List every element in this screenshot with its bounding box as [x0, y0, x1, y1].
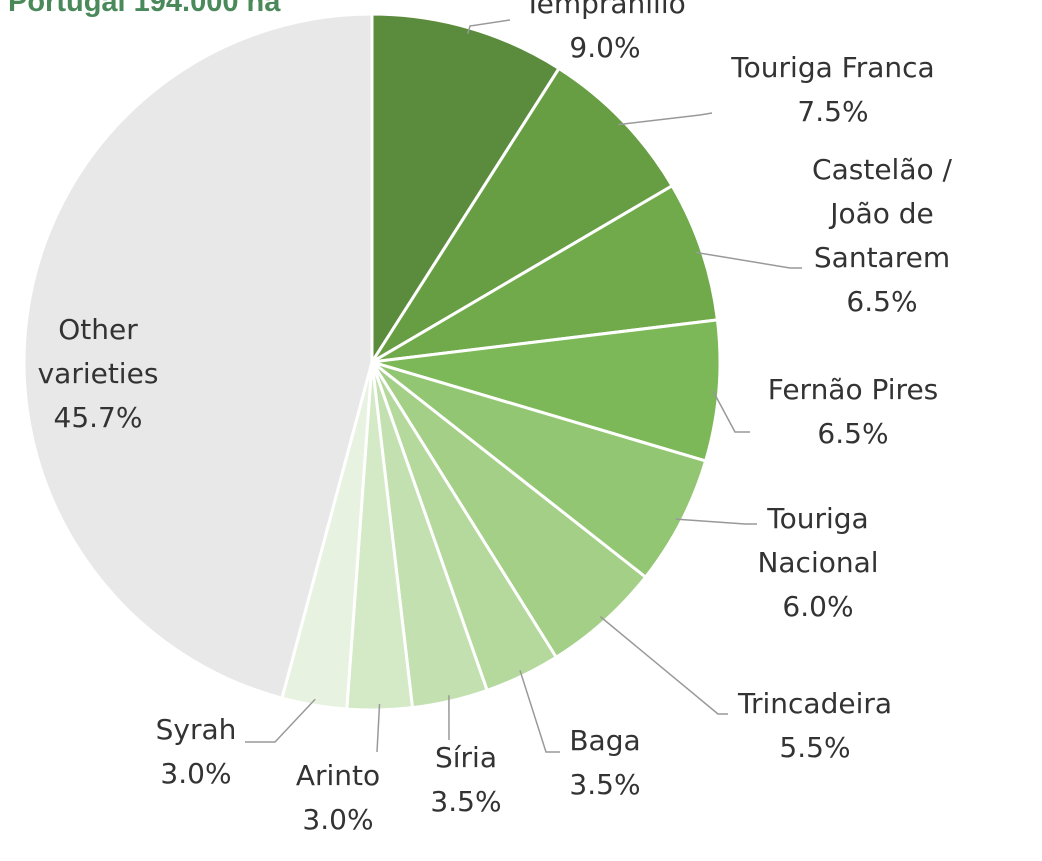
- slice-label: Other varieties 45.7%: [38, 308, 159, 440]
- category-label: Síria: [434, 741, 498, 774]
- pie-slice: [371, 183, 720, 364]
- value-label: 5.5%: [779, 731, 851, 764]
- leader-line: [466, 19, 511, 34]
- pie-slice: [371, 360, 708, 580]
- leader-line: [245, 698, 316, 743]
- slice-label: Touriga Franca 7.5%: [731, 46, 934, 134]
- leader-line: [376, 703, 381, 753]
- category-label: Other varieties: [37, 313, 159, 390]
- category-label: Tempranillo: [524, 0, 686, 20]
- chart-title: Portugal 194.000 ha: [8, 0, 281, 18]
- slice-label: Syrah 3.0%: [156, 708, 237, 796]
- value-label: 9.0%: [569, 31, 641, 64]
- slice-label: Castelão / João de Santarem 6.5%: [812, 148, 952, 324]
- category-label: Trincadeira: [737, 687, 893, 720]
- leader-line: [618, 112, 713, 126]
- value-label: 6.0%: [782, 590, 854, 623]
- category-label: Syrah: [155, 713, 237, 746]
- leader-line: [599, 616, 728, 715]
- value-label: 6.5%: [817, 417, 889, 450]
- leader-line: [519, 670, 560, 753]
- leader-line: [675, 518, 757, 525]
- category-label: Touriga Franca: [731, 51, 935, 84]
- pie-slice: [370, 66, 675, 364]
- value-label: 45.7%: [53, 401, 143, 434]
- slice-label: Baga 3.5%: [569, 719, 640, 807]
- pie-slice: [22, 12, 374, 701]
- slice-label: Touriga Nacional 6.0%: [757, 497, 878, 629]
- slice-label: Fernão Pires 6.5%: [768, 368, 939, 456]
- value-label: 3.0%: [160, 757, 232, 790]
- category-label: Touriga Nacional: [757, 502, 879, 579]
- slice-label: Arinto 3.0%: [296, 754, 380, 842]
- value-label: 7.5%: [797, 95, 869, 128]
- value-label: 6.5%: [846, 285, 918, 318]
- category-label: Castelão / João de Santarem: [812, 153, 952, 274]
- slice-label: Síria 3.5%: [430, 736, 501, 824]
- value-label: 3.5%: [569, 768, 641, 801]
- slice-label: Trincadeira 5.5%: [738, 682, 892, 770]
- value-label: 3.0%: [302, 803, 374, 836]
- leader-line: [695, 251, 802, 269]
- slice-label: Tempranillo 9.0%: [524, 0, 686, 70]
- value-label: 3.5%: [430, 785, 502, 818]
- pie-slice: [371, 318, 722, 463]
- category-label: Fernão Pires: [767, 373, 939, 406]
- leader-line: [712, 390, 750, 433]
- category-label: Baga: [569, 724, 641, 757]
- category-label: Arinto: [295, 759, 381, 792]
